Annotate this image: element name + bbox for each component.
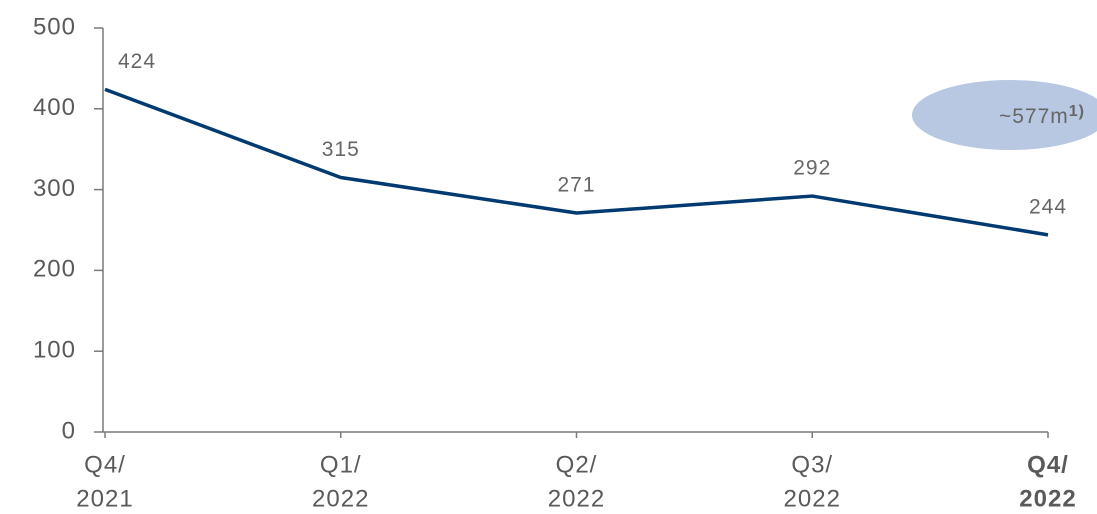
data-label: 271 [557, 174, 595, 197]
x-tick-label: 2022 [784, 485, 841, 512]
x-tick-label: 2022 [548, 485, 605, 512]
annotation-text: ~577m [999, 105, 1069, 128]
y-tick-label: 300 [33, 175, 76, 202]
annotation: ~577m1) [999, 103, 1085, 127]
y-tick-label: 0 [62, 417, 76, 444]
y-tick-label: 500 [33, 13, 76, 40]
y-tick-label: 400 [33, 94, 76, 121]
data-label: 244 [1029, 195, 1067, 218]
line [104, 87, 1049, 237]
data-label: 424 [118, 50, 156, 73]
annotation-note: 1) [1069, 103, 1085, 120]
x-tick-label: Q4/ [1027, 451, 1069, 478]
y-tick-label: 100 [33, 337, 76, 364]
data-label: 315 [322, 138, 360, 161]
y-tick-label: 200 [33, 256, 76, 283]
x-tick-label: Q4/ [84, 451, 126, 478]
x-tick-label: 2021 [76, 485, 133, 512]
x-tick-label: Q2/ [556, 451, 598, 478]
data-label: 292 [793, 157, 831, 180]
x-tick-label: Q3/ [791, 451, 833, 478]
x-tick-label: Q1/ [320, 451, 362, 478]
x-tick-label: 2022 [1019, 485, 1076, 512]
annotation-bubble [912, 80, 1097, 150]
x-tick-label: 2022 [312, 485, 369, 512]
